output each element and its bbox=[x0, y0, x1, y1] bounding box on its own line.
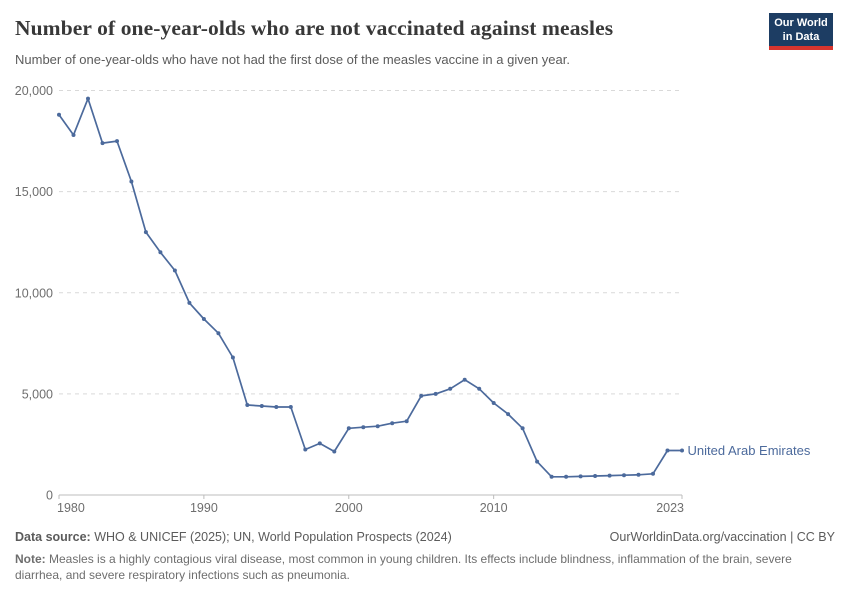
data-point-2019[interactable] bbox=[622, 473, 626, 478]
data-point-2001[interactable] bbox=[361, 425, 366, 430]
data-point-2011[interactable] bbox=[506, 412, 511, 417]
data-point-2008[interactable] bbox=[462, 377, 467, 382]
data-point-1983[interactable] bbox=[100, 141, 105, 146]
page-title: Number of one-year-olds who are not vacc… bbox=[15, 16, 614, 40]
data-point-1997[interactable] bbox=[303, 447, 308, 452]
data-point-2014[interactable] bbox=[549, 474, 554, 479]
data-point-1982[interactable] bbox=[86, 96, 90, 101]
x-axis-label-2023: 2023 bbox=[656, 501, 684, 515]
data-point-2000[interactable] bbox=[346, 426, 351, 431]
chart-footer: Data source: WHO & UNICEF (2025); UN, Wo… bbox=[15, 530, 835, 583]
y-axis-label-10000: 10,000 bbox=[15, 286, 53, 300]
data-point-1989[interactable] bbox=[187, 300, 192, 305]
data-source-line: Data source: WHO & UNICEF (2025); UN, Wo… bbox=[15, 530, 452, 544]
data-point-2013[interactable] bbox=[535, 459, 540, 464]
data-point-1986[interactable] bbox=[143, 230, 148, 235]
data-point-1999[interactable] bbox=[332, 449, 337, 454]
data-point-1995[interactable] bbox=[274, 405, 279, 409]
data-point-1981[interactable] bbox=[71, 133, 76, 137]
data-point-1990[interactable] bbox=[201, 317, 206, 321]
attribution-link[interactable]: OurWorldinData.org/vaccination | CC BY bbox=[609, 530, 835, 544]
data-point-1985[interactable] bbox=[129, 179, 134, 184]
data-point-2017[interactable] bbox=[593, 474, 598, 478]
data-point-2004[interactable] bbox=[404, 419, 409, 424]
data-point-2018[interactable] bbox=[607, 473, 612, 478]
data-point-2023[interactable] bbox=[680, 448, 684, 453]
owid-logo[interactable]: Our World in Data bbox=[769, 13, 833, 50]
data-point-2007[interactable] bbox=[448, 386, 453, 391]
y-axis-label-0: 0 bbox=[46, 489, 53, 503]
x-axis-label-2000: 2000 bbox=[335, 501, 363, 515]
entity-label-united-arab-emirates[interactable]: United Arab Emirates bbox=[688, 443, 811, 458]
data-point-2022[interactable] bbox=[665, 448, 670, 453]
data-point-1987[interactable] bbox=[158, 250, 163, 255]
data-source-label: Data source: bbox=[15, 530, 91, 544]
data-point-1991[interactable] bbox=[216, 331, 221, 336]
owid-logo-line2: in Data bbox=[782, 30, 820, 43]
data-point-2006[interactable] bbox=[433, 391, 438, 396]
y-axis-label-20000: 20,000 bbox=[15, 84, 53, 98]
x-axis-label-1990: 1990 bbox=[190, 501, 218, 515]
data-point-1998[interactable] bbox=[317, 441, 322, 446]
data-point-1988[interactable] bbox=[172, 268, 177, 273]
chart-subtitle: Number of one-year-olds who have not had… bbox=[15, 52, 570, 67]
x-axis-label-2010: 2010 bbox=[480, 501, 508, 515]
line-chart: 0 5,000 10,000 15,000 20,000 1980 1990 2000 2010… bbox=[15, 84, 811, 515]
data-point-2015[interactable] bbox=[564, 474, 569, 479]
x-axis-label-1980: 1980 bbox=[57, 501, 85, 515]
note-label: Note: bbox=[15, 552, 46, 566]
data-source-text: WHO & UNICEF (2025); UN, World Populatio… bbox=[90, 530, 452, 544]
data-point-2021[interactable] bbox=[651, 471, 655, 476]
data-point-1980[interactable] bbox=[57, 112, 61, 117]
data-point-2012[interactable] bbox=[520, 426, 525, 431]
data-point-2016[interactable] bbox=[578, 474, 583, 479]
data-point-1993[interactable] bbox=[245, 403, 250, 407]
owid-logo-line1: Our World bbox=[774, 17, 828, 29]
series-line-united-arab-emirates[interactable] bbox=[58, 97, 682, 478]
data-point-1984[interactable] bbox=[115, 139, 119, 144]
y-axis-label-15000: 15,000 bbox=[15, 185, 53, 199]
y-axis-label-5000: 5,000 bbox=[22, 387, 53, 401]
data-point-2010[interactable] bbox=[491, 401, 496, 405]
data-point-1992[interactable] bbox=[230, 355, 235, 360]
data-point-1994[interactable] bbox=[259, 404, 264, 408]
data-point-2002[interactable] bbox=[375, 424, 380, 429]
data-point-2009[interactable] bbox=[477, 386, 482, 391]
data-point-2020[interactable] bbox=[636, 472, 641, 477]
data-point-2003[interactable] bbox=[390, 421, 395, 426]
data-point-2005[interactable] bbox=[419, 393, 424, 398]
note-text: Measles is a highly contagious viral dis… bbox=[15, 552, 792, 583]
data-point-1996[interactable] bbox=[288, 405, 293, 409]
